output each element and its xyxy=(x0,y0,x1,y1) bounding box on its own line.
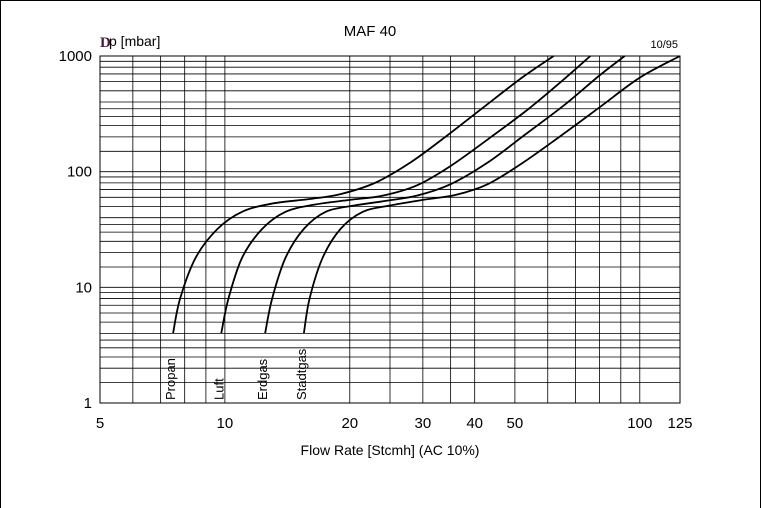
y-axis-symbol: D xyxy=(100,35,111,51)
chart-grid xyxy=(100,55,680,403)
x-tick-label: 50 xyxy=(507,415,524,432)
chart-title: MAF 40 xyxy=(344,23,397,40)
y-tick-label: 10 xyxy=(75,279,92,296)
series-line-luft xyxy=(220,55,591,334)
y-tick-label: 100 xyxy=(67,164,92,181)
y-axis-label: p [mbar] xyxy=(109,33,160,49)
series-label: Erdgas xyxy=(255,358,270,400)
x-axis-label: Flow Rate [Stcmh] (AC 10%) xyxy=(301,442,480,458)
y-tick-label: 1000 xyxy=(59,48,92,65)
chart-series xyxy=(172,55,681,334)
y-axis: 1 10 100 1000 xyxy=(59,48,92,412)
x-tick-label: 100 xyxy=(627,415,652,432)
series-line-erdgas xyxy=(264,55,626,334)
x-tick-label: 125 xyxy=(667,415,692,432)
x-tick-label: 30 xyxy=(415,415,432,432)
series-label: Stadtgas xyxy=(294,348,309,400)
x-tick-label: 5 xyxy=(96,415,104,432)
series-line-stadtgas xyxy=(302,55,681,334)
plot-area xyxy=(99,55,681,404)
series-label: Luft xyxy=(211,378,226,400)
x-tick-label: 10 xyxy=(217,415,234,432)
x-axis: 5 10 20 30 40 50 100 125 xyxy=(96,415,693,432)
x-tick-label: 20 xyxy=(341,415,358,432)
date-code: 10/95 xyxy=(650,39,678,51)
x-tick-label: 40 xyxy=(466,415,483,432)
series-line-propan xyxy=(172,55,555,334)
series-labels: Propan Luft Erdgas Stadtgas xyxy=(163,348,309,400)
series-label: Propan xyxy=(163,358,178,400)
y-tick-label: 1 xyxy=(84,395,92,412)
